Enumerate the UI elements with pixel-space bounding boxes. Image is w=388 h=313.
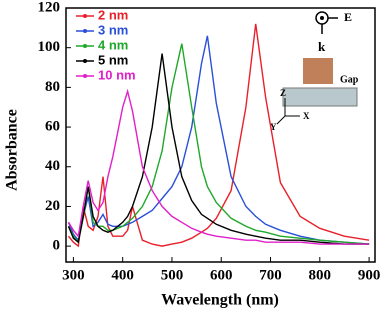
series-line [67,88,370,245]
inset-label: E [344,10,352,24]
series-line [67,35,370,245]
legend-label: 4 nm [98,37,128,52]
x-tick-label: 400 [111,267,134,283]
legend-marker [83,44,87,48]
y-tick-label: 100 [38,39,61,55]
y-axis-label: Absorbance [4,109,21,191]
legend-label: 10 nm [98,67,136,82]
series-line [67,53,370,245]
x-tick-label: 500 [161,267,184,283]
inset-label: X [303,111,310,121]
legend-label: 2 nm [98,7,128,22]
legend-marker [83,59,87,63]
inset-label: k [318,39,326,54]
legend-marker [83,14,87,18]
legend-marker [83,29,87,33]
x-tick-label: 800 [309,267,332,283]
y-tick-label: 20 [45,198,60,214]
series-line [67,43,370,245]
plot-frame [65,7,376,263]
y-tick-label: 80 [45,79,60,95]
legend-marker [83,74,87,78]
inset-block [303,58,333,84]
x-tick-label: 300 [62,267,85,283]
y-tick-label: 0 [53,238,61,254]
x-axis-label: Wavelength (nm) [161,292,279,309]
x-tick-label: 600 [210,267,233,283]
inset: E k Gap Z Y X [270,10,359,132]
y-tick-label: 120 [38,0,61,15]
inset-axis [276,115,286,125]
legend-label: 3 nm [98,22,128,37]
inset-label: Z [280,88,286,98]
inset-label: Gap [340,74,359,85]
inset-label: Y [270,122,277,132]
inset-cylinder [282,87,358,107]
legend-label: 5 nm [98,52,128,67]
x-tick-label: 900 [358,267,381,283]
series-line [67,23,370,248]
x-tick-label: 700 [259,267,282,283]
y-tick-label: 60 [45,119,60,135]
y-tick-label: 40 [45,158,60,174]
inset-icon [320,16,324,20]
